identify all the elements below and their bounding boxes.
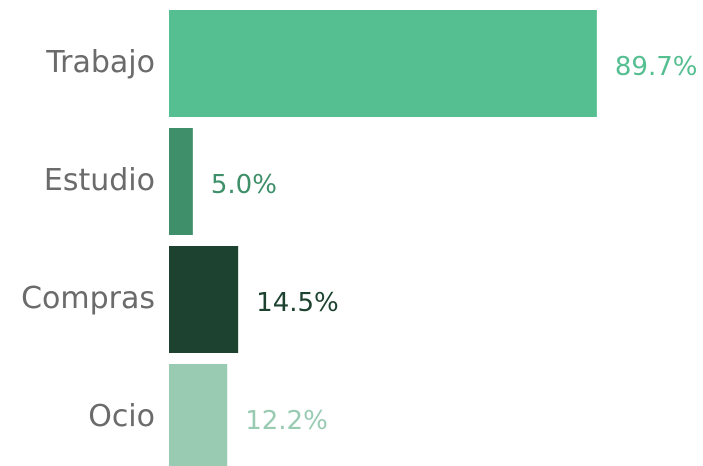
bar — [169, 128, 193, 235]
value-label: 12.2% — [245, 406, 328, 436]
value-label: 14.5% — [256, 288, 339, 318]
bar — [169, 364, 228, 466]
category-label: Trabajo — [45, 45, 155, 80]
bar — [169, 246, 239, 353]
category-label: Estudio — [44, 163, 155, 198]
category-label: Compras — [21, 281, 155, 316]
category-label: Ocio — [88, 399, 155, 434]
bar — [169, 10, 597, 117]
value-label: 5.0% — [211, 170, 277, 200]
value-label: 89.7% — [615, 52, 698, 82]
